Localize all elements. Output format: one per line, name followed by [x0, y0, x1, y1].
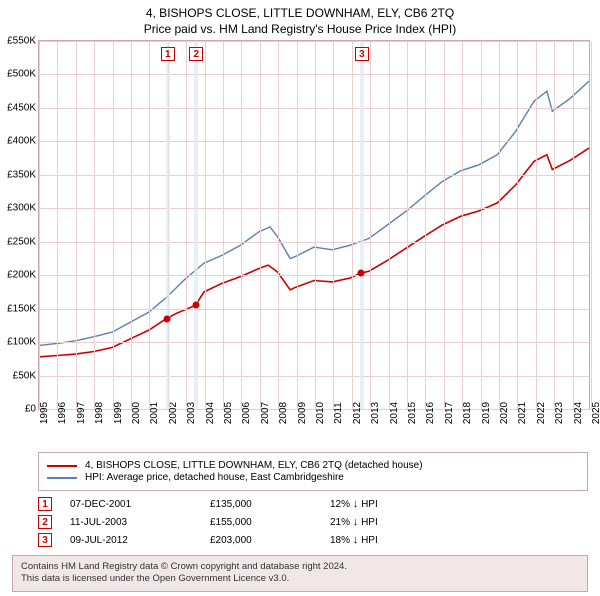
y-axis-label: £100K	[7, 337, 39, 348]
x-axis-label: 2008	[278, 402, 289, 424]
x-axis-label: 2023	[554, 402, 565, 424]
x-axis-label: 1997	[76, 402, 87, 424]
x-axis-label: 1996	[57, 402, 68, 424]
y-axis-label: £150K	[7, 303, 39, 314]
event-date: 09-JUL-2012	[70, 535, 210, 546]
y-axis-label: £400K	[7, 136, 39, 147]
x-axis-label: 2013	[370, 402, 381, 424]
y-axis-label: £50K	[13, 370, 39, 381]
x-axis-label: 2004	[205, 402, 216, 424]
event-date: 11-JUL-2003	[70, 517, 210, 528]
attribution-footer: Contains HM Land Registry data © Crown c…	[12, 555, 588, 592]
chart-legend: 4, BISHOPS CLOSE, LITTLE DOWNHAM, ELY, C…	[38, 452, 588, 491]
x-axis-label: 2001	[149, 402, 160, 424]
legend-label: 4, BISHOPS CLOSE, LITTLE DOWNHAM, ELY, C…	[85, 460, 423, 471]
sale-event-row: 1 07-DEC-2001£135,00012% ↓ HPI	[38, 497, 588, 511]
page: 4, BISHOPS CLOSE, LITTLE DOWNHAM, ELY, C…	[0, 6, 600, 596]
x-axis-label: 2006	[241, 402, 252, 424]
series-property_price	[39, 148, 589, 357]
x-axis-label: 2017	[444, 402, 455, 424]
event-price: £135,000	[210, 499, 330, 510]
x-axis-label: 2005	[223, 402, 234, 424]
x-axis-label: 2015	[407, 402, 418, 424]
sale-date-band	[360, 41, 364, 409]
x-axis-label: 2022	[536, 402, 547, 424]
y-axis-label: £200K	[7, 270, 39, 281]
sale-events-table: 1 07-DEC-2001£135,00012% ↓ HPI 2 11-JUL-200…	[38, 497, 588, 547]
price-chart: £0£50K£100K£150K£200K£250K£300K£350K£400…	[38, 40, 590, 410]
sale-marker: 1	[161, 47, 175, 61]
series-hpi	[39, 81, 589, 345]
legend-label: HPI: Average price, detached house, East…	[85, 472, 344, 483]
event-delta: 21% ↓ HPI	[330, 516, 378, 528]
x-axis-label: 1998	[94, 402, 105, 424]
x-axis-label: 1995	[39, 402, 50, 424]
legend-swatch	[47, 465, 77, 467]
sale-marker: 2	[38, 515, 52, 529]
y-axis-label: £450K	[7, 102, 39, 113]
sale-dot	[192, 302, 199, 309]
sale-marker: 3	[38, 533, 52, 547]
sale-marker: 3	[355, 47, 369, 61]
sale-date-band	[166, 41, 170, 409]
y-axis-label: £500K	[7, 69, 39, 80]
x-axis-label: 2025	[591, 402, 600, 424]
x-axis-label: 2014	[389, 402, 400, 424]
x-axis-label: 2007	[260, 402, 271, 424]
x-axis-label: 2021	[517, 402, 528, 424]
sale-marker: 1	[38, 497, 52, 511]
y-axis-label: £0	[25, 404, 39, 415]
event-delta: 12% ↓ HPI	[330, 498, 378, 510]
y-axis-label: £300K	[7, 203, 39, 214]
x-axis-label: 2010	[315, 402, 326, 424]
y-axis-label: £250K	[7, 236, 39, 247]
page-title: 4, BISHOPS CLOSE, LITTLE DOWNHAM, ELY, C…	[0, 6, 600, 20]
y-axis-label: £550K	[7, 36, 39, 47]
legend-item: HPI: Average price, detached house, East…	[47, 472, 579, 483]
legend-item: 4, BISHOPS CLOSE, LITTLE DOWNHAM, ELY, C…	[47, 460, 579, 471]
x-axis-label: 2024	[573, 402, 584, 424]
x-axis-label: 2016	[425, 402, 436, 424]
x-axis-label: 2018	[462, 402, 473, 424]
sale-event-row: 2 11-JUL-2003£155,00021% ↓ HPI	[38, 515, 588, 529]
sale-dot	[358, 270, 365, 277]
x-axis-label: 2020	[499, 402, 510, 424]
chart-plot-svg	[39, 41, 589, 409]
event-price: £155,000	[210, 517, 330, 528]
event-price: £203,000	[210, 535, 330, 546]
sale-date-band	[194, 41, 198, 409]
legend-swatch	[47, 477, 77, 479]
down-arrow-icon: ↓	[353, 498, 359, 510]
footer-line: Contains HM Land Registry data © Crown c…	[21, 561, 579, 573]
sale-event-row: 3 09-JUL-2012£203,00018% ↓ HPI	[38, 533, 588, 547]
sale-dot	[163, 315, 170, 322]
page-subtitle: Price paid vs. HM Land Registry's House …	[0, 22, 600, 36]
x-axis-label: 2011	[333, 402, 344, 424]
footer-line: This data is licensed under the Open Gov…	[21, 573, 579, 585]
x-axis-label: 2000	[131, 402, 142, 424]
event-date: 07-DEC-2001	[70, 499, 210, 510]
event-delta: 18% ↓ HPI	[330, 534, 378, 546]
sale-marker: 2	[189, 47, 203, 61]
x-axis-label: 1999	[113, 402, 124, 424]
y-axis-label: £350K	[7, 169, 39, 180]
x-axis-label: 2019	[481, 402, 492, 424]
x-axis-label: 2009	[297, 402, 308, 424]
down-arrow-icon: ↓	[353, 534, 359, 546]
down-arrow-icon: ↓	[353, 516, 359, 528]
